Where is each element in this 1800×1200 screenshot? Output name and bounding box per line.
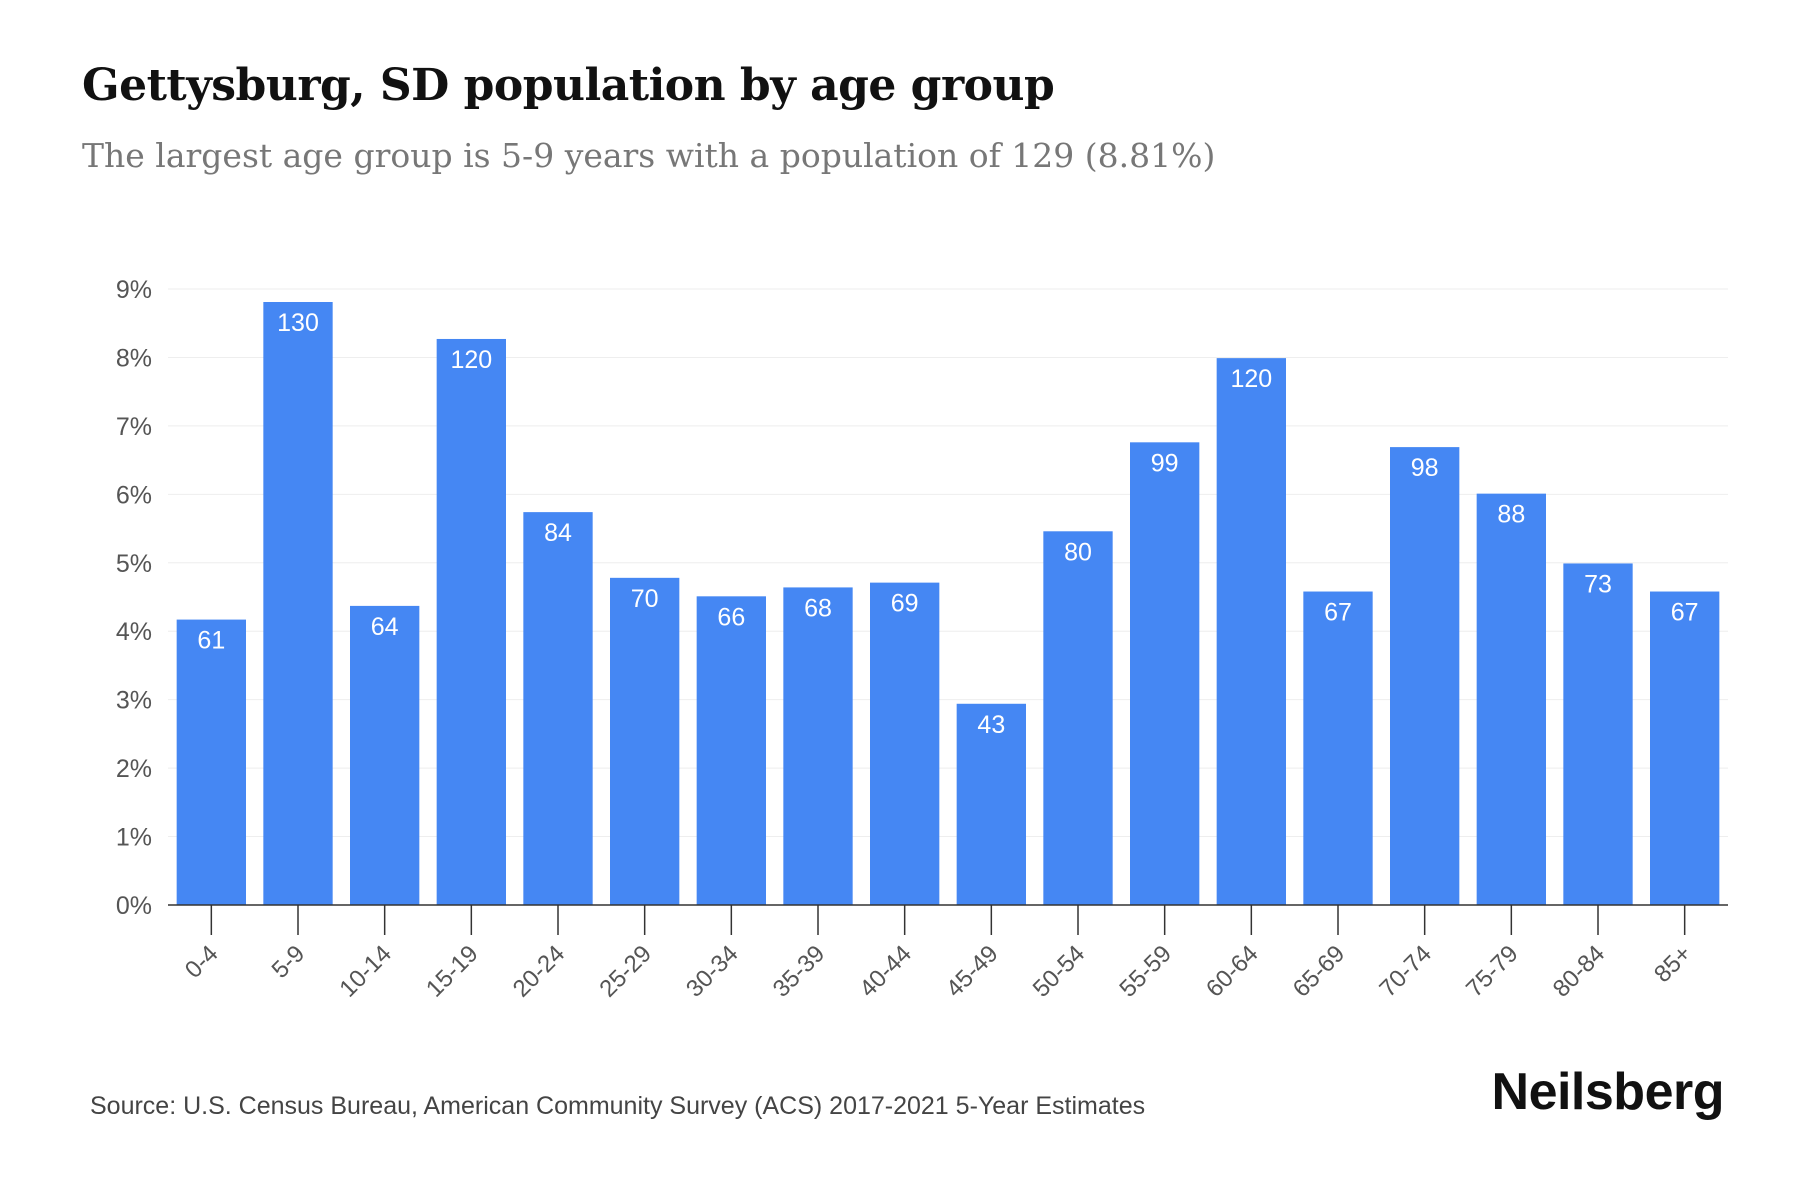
bar-data-label: 67 <box>1324 599 1352 627</box>
bar <box>1043 531 1113 905</box>
bar <box>1650 591 1720 905</box>
bar <box>696 596 766 905</box>
x-tick-label: 75-79 <box>1461 940 1524 1003</box>
chart-title: Gettysburg, SD population by age group <box>82 60 1055 111</box>
bar-data-label: 98 <box>1411 454 1439 482</box>
bar-data-label: 73 <box>1584 570 1612 598</box>
bar-data-label: 61 <box>197 627 225 655</box>
source-note: Source: U.S. Census Bureau, American Com… <box>90 1092 1146 1120</box>
bar-data-label: 70 <box>631 585 659 613</box>
bar-data-label: 120 <box>1230 365 1272 393</box>
x-tick-label: 40-44 <box>854 940 917 1003</box>
y-tick-label: 4% <box>116 618 152 646</box>
bar <box>1476 493 1546 905</box>
y-tick-label: 7% <box>116 413 152 441</box>
bar-chart: 0% 1% 2% 3% 4% 5% 6% 7% 8% 9% 61 0-4 130 5-9 64 10-14 12… <box>116 276 1728 1003</box>
bar-data-label: 69 <box>891 590 919 618</box>
y-tick-label: 1% <box>116 824 152 852</box>
y-tick-label: 2% <box>116 755 152 783</box>
x-tick-label: 15-19 <box>421 940 484 1003</box>
bar-data-label: 99 <box>1151 449 1179 477</box>
bar <box>176 619 246 905</box>
x-tick-label: 50-54 <box>1028 940 1091 1003</box>
x-tick-label: 55-59 <box>1114 940 1177 1003</box>
y-tick-label: 8% <box>116 344 152 372</box>
x-tick-label: 80-84 <box>1548 940 1611 1003</box>
bar-data-label: 68 <box>804 594 832 622</box>
bar <box>1216 358 1286 905</box>
bar-data-label: 43 <box>977 711 1005 739</box>
bar <box>956 703 1026 905</box>
x-tick-label: 20-24 <box>508 940 571 1003</box>
bar <box>783 587 853 905</box>
y-tick-label: 5% <box>116 550 152 578</box>
bar <box>870 582 940 905</box>
bar-data-label: 120 <box>450 346 492 374</box>
chart-subtitle: The largest age group is 5-9 years with … <box>82 136 1216 175</box>
x-tick-label: 5-9 <box>267 940 311 984</box>
bar-data-label: 88 <box>1497 501 1525 529</box>
bar-data-label: 84 <box>544 519 572 547</box>
y-tick-label: 3% <box>116 687 152 715</box>
y-tick-label: 0% <box>116 892 152 920</box>
bar-data-label: 130 <box>277 309 319 337</box>
x-tick-label: 60-64 <box>1201 940 1264 1003</box>
bar <box>263 302 333 905</box>
bar <box>436 338 506 905</box>
x-tick-label: 25-29 <box>594 940 657 1003</box>
bar <box>610 577 680 905</box>
x-tick-label: 65-69 <box>1288 940 1351 1003</box>
bar <box>1130 442 1200 905</box>
x-tick-label: 45-49 <box>941 940 1004 1003</box>
bar <box>1303 591 1373 905</box>
x-tick-label: 0-4 <box>180 940 224 984</box>
x-tick-label: 35-39 <box>768 940 831 1003</box>
brand-logo: Neilsberg <box>1491 1063 1725 1121</box>
x-tick-label: 10-14 <box>334 940 397 1003</box>
x-tick-label: 70-74 <box>1374 940 1437 1003</box>
bar-data-label: 67 <box>1671 599 1699 627</box>
bar-data-label: 80 <box>1064 538 1092 566</box>
bar-data-label: 64 <box>371 613 399 641</box>
y-tick-label: 9% <box>116 276 152 304</box>
bar <box>523 512 593 905</box>
x-tick-label: 85+ <box>1649 940 1697 988</box>
bar-data-label: 66 <box>717 603 745 631</box>
y-tick-label: 6% <box>116 481 152 509</box>
x-tick-label: 30-34 <box>681 940 744 1003</box>
bar <box>1563 563 1633 905</box>
bar <box>1390 447 1460 905</box>
bar <box>350 605 420 905</box>
